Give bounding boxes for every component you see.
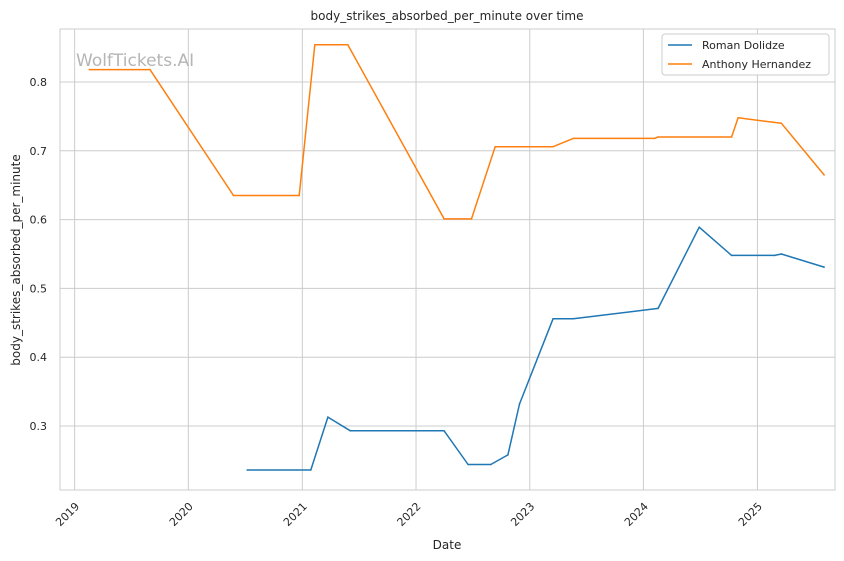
data-point-anthony-hernandez [314,44,316,46]
legend-label-anthony-hernandez: Anthony Hernandez [702,58,811,71]
vertical-gridlines [74,29,758,490]
data-point-roman-dolidze [467,463,469,466]
data-point-roman-dolidze [780,253,783,255]
data-point-anthony-hernandez [780,122,783,125]
series-layer [88,44,825,471]
data-point-anthony-hernandez [653,137,656,140]
data-point-roman-dolidze [310,469,312,471]
data-point-anthony-hernandez [552,145,554,148]
x-axis-label: Date [433,538,462,552]
data-point-roman-dolidze [246,469,248,471]
data-point-roman-dolidze [518,403,521,405]
data-point-anthony-hernandez [149,68,151,71]
y-tick-label: 0.7 [30,145,48,158]
legend-label-roman-dolidze: Roman Dolidze [702,39,785,52]
data-point-anthony-hernandez [494,145,497,148]
y-tick-labels: 0.3 0.4 0.5 0.6 0.7 0.8 [30,76,48,433]
y-axis-label: body_strikes_absorbed_per_minute [9,154,23,365]
data-point-anthony-hernandez [657,136,659,138]
watermark-text: WolfTickets.AI [76,51,194,71]
data-point-roman-dolidze [490,463,492,466]
y-tick-label: 0.5 [30,282,48,295]
data-point-roman-dolidze [698,226,700,228]
legend-box [661,33,830,76]
y-tick-label: 0.8 [30,76,48,89]
data-point-roman-dolidze [773,254,776,257]
data-point-anthony-hernandez [737,117,739,119]
data-point-roman-dolidze [552,317,554,320]
data-point-anthony-hernandez [572,137,575,140]
chart-title: body_strikes_absorbed_per_minute over ti… [311,9,584,23]
data-point-anthony-hernandez [232,194,235,197]
data-point-roman-dolidze [349,430,352,432]
data-point-anthony-hernandez [347,44,349,46]
data-point-anthony-hernandez [88,68,91,71]
data-point-roman-dolidze [730,254,733,257]
data-point-roman-dolidze [572,317,575,320]
y-tick-label: 0.6 [30,214,48,227]
data-point-roman-dolidze [443,430,445,432]
legend: Roman Dolidze Anthony Hernandez [661,33,830,76]
data-point-anthony-hernandez [443,218,445,220]
data-point-anthony-hernandez [470,218,473,220]
plot-frame [59,28,836,491]
plot-area [60,29,835,490]
data-point-roman-dolidze [823,266,825,268]
y-tick-label: 0.4 [30,351,48,364]
data-point-roman-dolidze [327,416,329,418]
data-point-anthony-hernandez [730,136,733,138]
data-point-roman-dolidze [657,307,659,310]
data-point-roman-dolidze [507,454,509,456]
data-point-anthony-hernandez [298,194,301,197]
data-point-anthony-hernandez [823,174,825,176]
y-tick-label: 0.3 [30,420,48,433]
